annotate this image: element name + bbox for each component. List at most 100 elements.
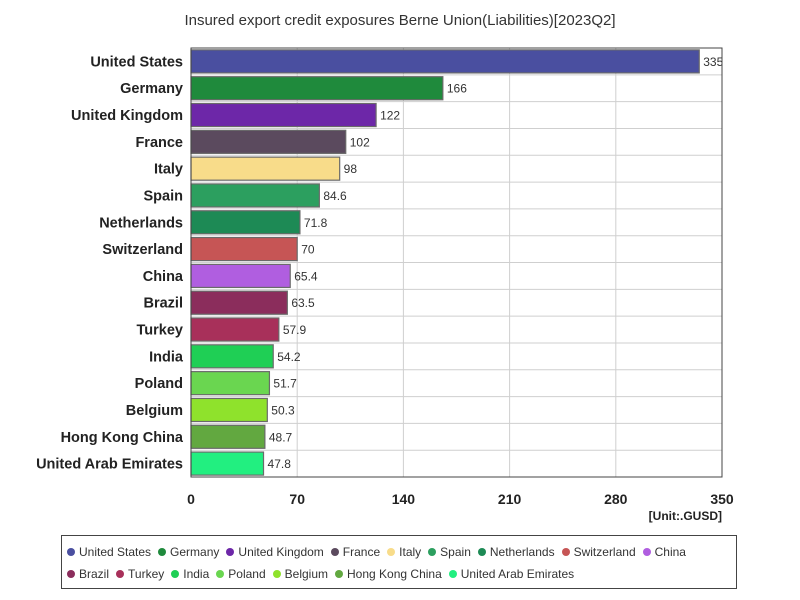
legend-swatch-icon: [387, 548, 396, 556]
x-tick-label: 280: [604, 491, 628, 507]
legend-item[interactable]: Italy: [387, 542, 421, 564]
legend-label: India: [183, 566, 210, 581]
legend-label: Netherlands: [489, 545, 555, 559]
bar-netherlands[interactable]: [190, 210, 301, 235]
legend-item[interactable]: Brazil: [67, 564, 109, 586]
legend-label: China: [654, 545, 686, 559]
legend-swatch-icon: [272, 569, 281, 578]
legend-swatch-icon: [428, 548, 437, 556]
legend-item[interactable]: United Kingdom: [226, 542, 324, 564]
bar-china[interactable]: [190, 263, 291, 289]
bar-germany[interactable]: [190, 76, 444, 101]
legend-label: Spain: [440, 545, 471, 559]
bar-united-arab-emirates[interactable]: [190, 451, 265, 476]
bar-poland[interactable]: [190, 371, 271, 396]
category-label: United Arab Emirates: [36, 457, 183, 473]
legend-label: Hong Kong China: [347, 566, 442, 581]
category-label: Belgium: [126, 403, 183, 419]
x-tick-label: 140: [392, 491, 416, 507]
bar-turkey[interactable]: [190, 317, 280, 342]
x-tick-label: 0: [187, 491, 195, 507]
legend-label: Brazil: [79, 566, 110, 581]
legend-item[interactable]: Belgium: [272, 564, 328, 586]
value-label: 48.7: [269, 430, 293, 444]
legend-item[interactable]: India: [171, 564, 209, 586]
bar-united-kingdom[interactable]: [190, 102, 377, 128]
category-label: Spain: [144, 188, 183, 204]
category-label: Hong Kong China: [61, 430, 184, 446]
legend-label: United States: [79, 545, 152, 559]
legend-item[interactable]: United States: [67, 542, 151, 564]
x-tick-label: 210: [498, 491, 522, 507]
bars: [190, 49, 700, 476]
bar-france[interactable]: [190, 129, 347, 154]
value-label: 98: [344, 162, 358, 176]
legend-swatch-icon: [67, 548, 75, 556]
legend-item[interactable]: United Arab Emirates: [448, 564, 575, 586]
category-label: France: [135, 135, 183, 151]
legend-item[interactable]: Turkey: [116, 564, 164, 586]
legend-swatch-icon: [158, 548, 167, 556]
legend-label: United Kingdom: [238, 545, 324, 559]
legend-item[interactable]: Switzerland: [561, 542, 636, 564]
category-label: Italy: [154, 162, 183, 178]
x-tick-label: 350: [710, 491, 734, 507]
legend-item[interactable]: Netherlands: [477, 542, 555, 564]
legend-swatch-icon: [448, 569, 457, 578]
category-label: India: [149, 349, 184, 365]
value-label: 84.6: [323, 189, 347, 203]
legend-label: United Arab Emirates: [460, 566, 575, 581]
legend-item[interactable]: Spain: [428, 542, 471, 564]
legend-swatch-icon: [67, 569, 75, 578]
legend-label: Switzerland: [573, 545, 636, 559]
bar-india[interactable]: [190, 344, 274, 369]
legend: United States Germany United Kingdom France…: [61, 535, 737, 589]
legend-item[interactable]: Poland: [216, 564, 266, 586]
value-label: 51.7: [273, 377, 297, 391]
legend-swatch-icon: [116, 569, 125, 578]
bar-spain[interactable]: [190, 183, 320, 208]
labels: 0 70 140 210 280 350 United States 335 Germany 16…: [36, 54, 734, 507]
legend-swatch-icon: [171, 569, 180, 578]
bar-italy[interactable]: [190, 156, 341, 181]
bar-switzerland[interactable]: [190, 236, 298, 262]
value-label: 70: [301, 243, 315, 257]
category-label: Switzerland: [102, 242, 183, 258]
legend-label: France: [342, 545, 381, 559]
legend-item[interactable]: Hong Kong China: [335, 564, 442, 586]
x-tick-label: 70: [289, 491, 305, 507]
value-label: 54.2: [277, 350, 301, 364]
legend-swatch-icon: [642, 548, 651, 556]
legend-label: Poland: [228, 566, 266, 581]
bar-united-states[interactable]: [190, 49, 700, 74]
plot-frame: [190, 47, 723, 478]
grid-lines: [191, 48, 722, 477]
bar-hong-kong-china[interactable]: [190, 424, 266, 449]
legend-item[interactable]: Germany: [158, 542, 219, 564]
bar-belgium[interactable]: [190, 397, 268, 423]
category-label: Netherlands: [99, 215, 183, 231]
value-label: 50.3: [271, 403, 295, 417]
legend-label: Germany: [170, 545, 220, 559]
value-label: 102: [350, 135, 370, 149]
legend-swatch-icon: [216, 569, 225, 578]
value-label: 57.9: [283, 323, 307, 337]
value-label: 47.8: [268, 457, 292, 471]
legend-swatch-icon: [226, 548, 235, 556]
legend-item[interactable]: China: [642, 542, 686, 564]
value-label: 335: [703, 55, 723, 69]
legend-swatch-icon: [335, 569, 344, 578]
chart-title: Insured export credit exposures Berne Un…: [184, 12, 616, 29]
legend-label: Italy: [399, 545, 422, 559]
category-label: United Kingdom: [71, 108, 183, 124]
value-label: 63.5: [291, 296, 315, 310]
category-label: United States: [90, 54, 183, 70]
category-label: Poland: [135, 376, 183, 392]
bar-brazil[interactable]: [190, 290, 288, 315]
legend-item[interactable]: France: [330, 542, 381, 564]
category-label: Germany: [120, 81, 183, 97]
legend-swatch-icon: [561, 548, 570, 556]
legend-label: Turkey: [128, 566, 165, 581]
legend-swatch-icon: [330, 548, 339, 556]
